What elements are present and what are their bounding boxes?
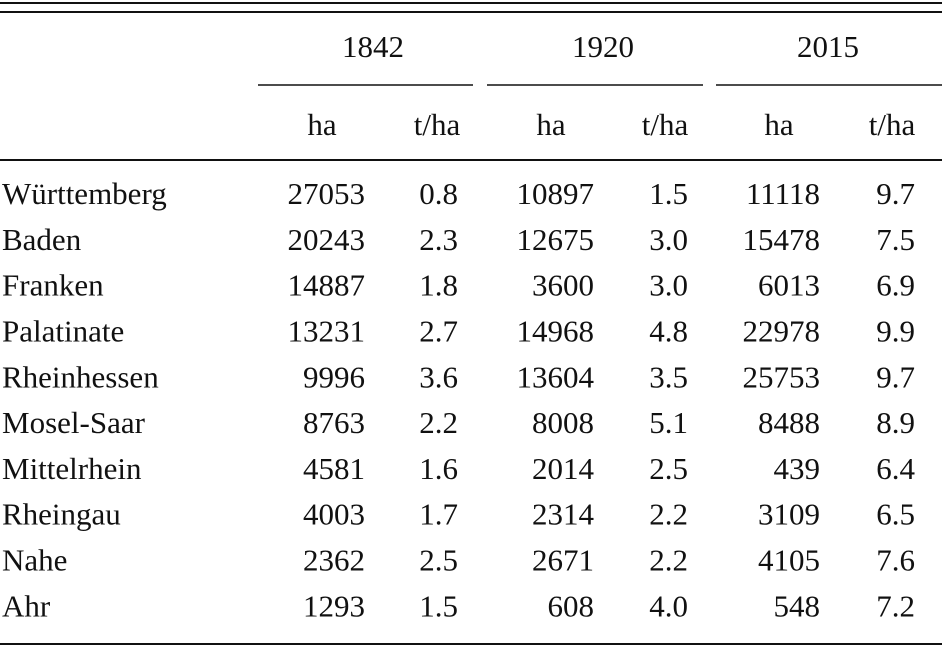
unit-header: t/ha — [642, 107, 689, 142]
region-name: Nahe — [2, 543, 67, 578]
cell-value: 6.5 — [876, 497, 915, 532]
cell-value: 14968 — [517, 314, 595, 349]
cell-value: 2362 — [303, 543, 365, 578]
unit-header: ha — [764, 107, 794, 142]
year-header: 2015 — [797, 29, 859, 64]
cell-value: 20243 — [288, 222, 366, 257]
cell-value: 1.8 — [419, 268, 458, 303]
region-name: Baden — [2, 222, 82, 257]
year-header: 1920 — [572, 29, 634, 64]
cell-value: 1.6 — [419, 451, 458, 486]
cell-value: 2014 — [532, 451, 595, 486]
cell-value: 8763 — [303, 405, 365, 440]
cell-value: 8.9 — [876, 405, 915, 440]
cell-value: 9.7 — [876, 359, 915, 394]
cell-value: 13604 — [517, 359, 595, 394]
region-name: Rheingau — [2, 497, 121, 532]
cell-value: 11118 — [746, 176, 820, 211]
cell-value: 5.1 — [649, 405, 688, 440]
region-name: Franken — [2, 268, 104, 303]
cell-value: 22978 — [743, 314, 821, 349]
unit-header: ha — [307, 107, 337, 142]
region-name: Mosel-Saar — [2, 405, 146, 440]
cell-value: 4.8 — [649, 314, 688, 349]
cell-value: 4003 — [303, 497, 365, 532]
cell-value: 6013 — [758, 268, 820, 303]
cell-value: 1.7 — [419, 497, 458, 532]
cell-value: 13231 — [288, 314, 366, 349]
cell-value: 2.2 — [649, 543, 688, 578]
unit-header: t/ha — [869, 107, 916, 142]
year-header: 1842 — [342, 29, 404, 64]
cell-value: 2.5 — [419, 543, 458, 578]
region-name: Ahr — [2, 588, 51, 623]
cell-value: 608 — [548, 588, 595, 623]
cell-value: 439 — [774, 451, 821, 486]
cell-value: 2.2 — [649, 497, 688, 532]
cell-value: 3.6 — [419, 359, 458, 394]
unit-header: ha — [536, 107, 566, 142]
region-name: Württemberg — [2, 176, 167, 211]
cell-value: 2314 — [532, 497, 595, 532]
cell-value: 3.0 — [649, 268, 688, 303]
cell-value: 4105 — [758, 543, 820, 578]
cell-value: 7.5 — [876, 222, 915, 257]
cell-value: 25753 — [743, 359, 821, 394]
cell-value: 3.0 — [649, 222, 688, 257]
cell-value: 2.2 — [419, 405, 458, 440]
cell-value: 6.9 — [876, 268, 915, 303]
cell-value: 1.5 — [419, 588, 458, 623]
region-name: Palatinate — [2, 314, 124, 349]
cell-value: 3109 — [758, 497, 820, 532]
cell-value: 14887 — [288, 268, 366, 303]
cell-value: 2.5 — [649, 451, 688, 486]
cell-value: 7.2 — [876, 588, 915, 623]
cell-value: 9996 — [303, 359, 365, 394]
cell-value: 7.6 — [876, 543, 915, 578]
cell-value: 15478 — [743, 222, 821, 257]
region-name: Mittelrhein — [2, 451, 142, 486]
cell-value: 4581 — [303, 451, 365, 486]
cell-value: 6.4 — [876, 451, 915, 486]
cell-value: 0.8 — [419, 176, 458, 211]
cell-value: 2671 — [532, 543, 594, 578]
cell-value: 8488 — [758, 405, 820, 440]
cell-value: 548 — [774, 588, 821, 623]
cell-value: 3600 — [532, 268, 594, 303]
cell-value: 2.3 — [419, 222, 458, 257]
cell-value: 10897 — [517, 176, 595, 211]
cell-value: 1.5 — [649, 176, 688, 211]
cell-value: 4.0 — [649, 588, 688, 623]
cell-value: 8008 — [532, 405, 594, 440]
region-name: Rheinhessen — [2, 359, 159, 394]
cell-value: 2.7 — [419, 314, 458, 349]
cell-value: 27053 — [288, 176, 366, 211]
cell-value: 9.9 — [876, 314, 915, 349]
unit-header: t/ha — [414, 107, 461, 142]
cell-value: 3.5 — [649, 359, 688, 394]
cell-value: 9.7 — [876, 176, 915, 211]
cell-value: 1293 — [303, 588, 365, 623]
cell-value: 12675 — [517, 222, 595, 257]
